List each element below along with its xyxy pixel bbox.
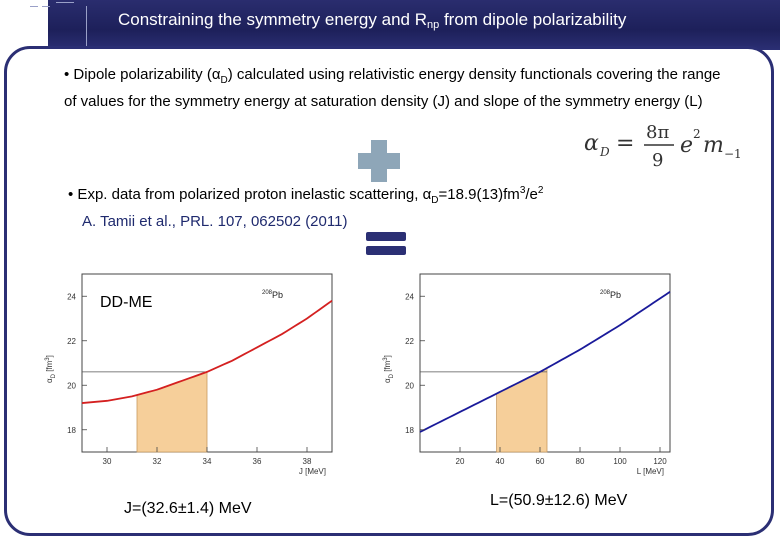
x-tick-label: 38	[303, 457, 312, 466]
x-tick-label: 32	[153, 457, 162, 466]
model-label: DD-ME	[100, 294, 153, 311]
svg-text:2: 2	[693, 127, 701, 141]
y-tick-label: 24	[405, 292, 414, 301]
equals-icon	[366, 232, 406, 256]
svg-text:8π: 8π	[646, 122, 669, 143]
y-tick-label: 18	[67, 426, 76, 435]
x-axis-label: J [MeV]	[299, 467, 326, 476]
x-tick-label: 100	[613, 457, 627, 466]
bullet-dipole-polarizability: • Dipole polarizability (αD) calculated …	[64, 66, 721, 110]
svg-text:m: m	[703, 133, 724, 158]
y-tick-label: 22	[67, 337, 76, 346]
svg-text:9: 9	[652, 150, 663, 171]
decor-line	[56, 2, 74, 3]
x-tick-label: 60	[536, 457, 545, 466]
bullet-exp-data: • Exp. data from polarized proton inelas…	[68, 185, 544, 230]
plus-icon	[358, 140, 400, 182]
svg-text:−1: −1	[724, 147, 742, 161]
y-axis-label: αD [fm3]	[383, 355, 395, 383]
y-tick-label: 20	[67, 381, 76, 390]
x-tick-label: 40	[496, 457, 505, 466]
x-tick-label: 30	[103, 457, 112, 466]
decor-line	[30, 6, 38, 7]
series-line	[81, 299, 333, 404]
y-tick-label: 22	[405, 337, 414, 346]
y-tick-label: 24	[67, 292, 76, 301]
series-line	[419, 291, 671, 433]
nucleus-label: 208Pb	[600, 290, 621, 300]
svg-text:=: =	[616, 131, 634, 156]
nucleus-label: 208Pb	[262, 290, 283, 300]
decor-line	[86, 6, 87, 58]
x-tick-label: 36	[253, 457, 262, 466]
alpha-d-formula: α D = 8π 9 e 2 m −1	[584, 122, 742, 171]
svg-text:e: e	[680, 133, 693, 158]
reference: A. Tamii et al., PRL. 107, 062502 (2011)	[82, 213, 348, 230]
title-bar: Constraining the symmetry energy and Rnp…	[48, 0, 780, 50]
chart-left-J: 18 20 22 24 30 32 34 36 38J [MeV] αD [fm3] 208Pb	[45, 273, 333, 476]
result-L: L=(50.9±12.6) MeV	[490, 492, 628, 509]
result-J: J=(32.6±1.4) MeV	[124, 500, 252, 517]
decor-line	[42, 6, 50, 7]
x-axis-label: L [MeV]	[637, 467, 664, 476]
x-tick-label: 34	[203, 457, 212, 466]
x-tick-label: 80	[576, 457, 585, 466]
y-axis-label: αD [fm3]	[45, 355, 57, 383]
slide-title: Constraining the symmetry energy and Rnp…	[118, 10, 627, 31]
x-tick-label: 20	[456, 457, 465, 466]
svg-text:D: D	[599, 145, 610, 159]
y-tick-label: 20	[405, 381, 414, 390]
y-tick-label: 18	[405, 426, 414, 435]
x-tick-label: 120	[653, 457, 667, 466]
svg-text:α: α	[584, 131, 599, 156]
